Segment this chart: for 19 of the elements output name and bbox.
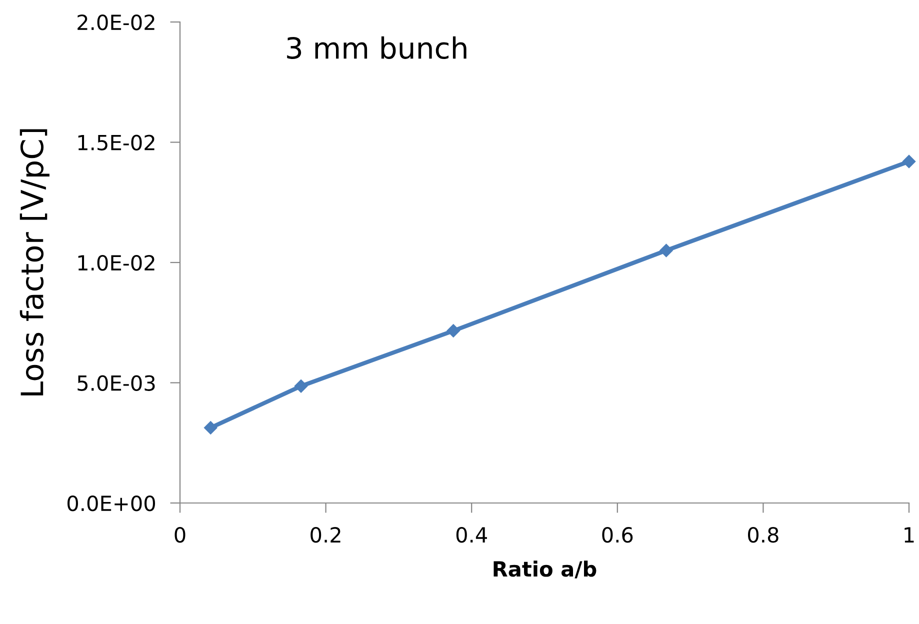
x-tick-label: 0.6 bbox=[602, 526, 633, 543]
point bbox=[294, 380, 308, 393]
y-tick-label: 2.0E-02 bbox=[78, 14, 154, 30]
x-tick-label: 1 bbox=[904, 527, 914, 542]
y-tick-label: 1.0E-02 bbox=[78, 254, 154, 271]
x-tick-label: 0 bbox=[174, 526, 186, 543]
chart-title: 3 mm bunch bbox=[287, 36, 466, 60]
point bbox=[902, 154, 916, 168]
y-tick-label: 5.0E-03 bbox=[78, 375, 155, 391]
point bbox=[660, 244, 673, 258]
point bbox=[204, 421, 218, 434]
x-axis-title: Ratio a/b bbox=[494, 560, 596, 578]
y-tick-label: 1.5E-02 bbox=[78, 134, 154, 150]
x-tick-label: 0.2 bbox=[310, 526, 340, 543]
x-tick-label: 0.4 bbox=[456, 526, 487, 543]
x-tick-label: 0.8 bbox=[748, 526, 778, 543]
y-axis-title: Loss factor [V/pC] bbox=[20, 129, 50, 396]
y-tick-label: 0.0E+00 bbox=[68, 495, 156, 512]
point bbox=[446, 324, 460, 338]
